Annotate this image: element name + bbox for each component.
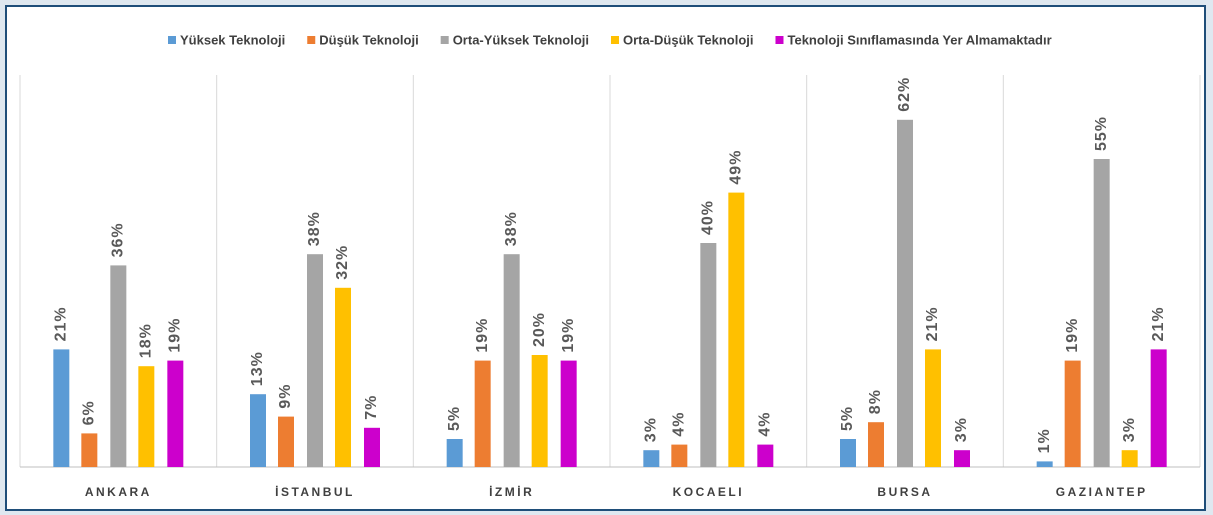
x-tick-label: KOCAELI	[673, 485, 745, 499]
data-label: 21%	[924, 306, 941, 341]
data-label: 4%	[671, 411, 688, 436]
bar	[1093, 159, 1110, 467]
data-label: 38%	[306, 211, 323, 246]
bar	[643, 450, 660, 467]
data-label: 6%	[81, 400, 98, 425]
legend-label: Teknoloji Sınıflamasında Yer Almamaktadı…	[787, 32, 1051, 47]
bar	[1036, 461, 1053, 467]
bar	[503, 254, 520, 467]
legend-label: Düşük Teknoloji	[319, 32, 418, 47]
data-label: 8%	[867, 389, 884, 414]
bar	[81, 433, 98, 467]
x-tick-label: BURSA	[877, 485, 932, 499]
data-label: 20%	[531, 312, 548, 347]
data-label: 5%	[839, 406, 856, 431]
bar	[840, 439, 856, 467]
data-label: 19%	[167, 318, 184, 353]
bar	[250, 394, 266, 467]
bar	[110, 265, 127, 467]
chart-frame	[5, 5, 1206, 511]
legend-label: Orta-Düşük Teknoloji	[623, 32, 754, 47]
data-label: 21%	[1150, 306, 1167, 341]
bar	[307, 254, 323, 467]
legend-marker	[440, 36, 449, 44]
bar	[925, 349, 941, 467]
data-label: 62%	[896, 77, 913, 112]
data-label: 7%	[363, 395, 380, 420]
data-label: 3%	[1121, 417, 1138, 442]
bar	[1150, 349, 1167, 467]
data-label: 40%	[700, 200, 717, 235]
bar	[1064, 360, 1081, 467]
bar	[868, 422, 884, 467]
data-label: 5%	[446, 406, 463, 431]
data-label: 4%	[757, 411, 774, 436]
bar	[757, 444, 774, 467]
legend-marker	[168, 36, 176, 44]
data-label: 38%	[503, 211, 520, 246]
legend-label: Orta-Yüksek Teknoloji	[453, 32, 589, 47]
bar	[167, 360, 184, 467]
x-tick-label: GAZIANTEP	[1056, 485, 1148, 499]
data-label: 3%	[643, 417, 660, 442]
bar	[335, 287, 351, 467]
bar	[897, 119, 913, 468]
data-label: 36%	[110, 222, 127, 257]
data-label: 3%	[953, 417, 970, 442]
bar	[1121, 450, 1138, 467]
legend-marker	[610, 36, 619, 44]
bar	[700, 243, 717, 467]
data-label: 32%	[334, 245, 351, 280]
bar	[671, 444, 688, 467]
data-label: 19%	[474, 318, 491, 353]
data-label: 55%	[1093, 116, 1110, 151]
data-label: 19%	[560, 318, 577, 353]
legend-marker	[775, 36, 784, 44]
bar	[446, 439, 463, 467]
bar	[364, 427, 380, 467]
legend-label: Yüksek Teknoloji	[180, 32, 285, 47]
bar	[728, 192, 745, 467]
bar	[954, 450, 970, 467]
data-label: 21%	[53, 306, 70, 341]
x-tick-label: İSTANBUL	[275, 484, 355, 499]
bar	[474, 360, 491, 467]
bar	[560, 360, 577, 467]
bar	[278, 416, 294, 467]
data-label: 18%	[138, 323, 155, 358]
x-tick-label: ANKARA	[85, 485, 152, 499]
bar	[138, 366, 155, 467]
data-label: 1%	[1036, 428, 1053, 453]
bar	[53, 349, 70, 467]
data-label: 19%	[1064, 318, 1081, 353]
bar	[531, 355, 548, 467]
legend-marker	[307, 36, 316, 44]
data-label: 13%	[249, 351, 266, 386]
data-label: 49%	[728, 150, 745, 185]
data-label: 9%	[277, 383, 294, 408]
x-tick-label: İZMİR	[489, 484, 534, 499]
